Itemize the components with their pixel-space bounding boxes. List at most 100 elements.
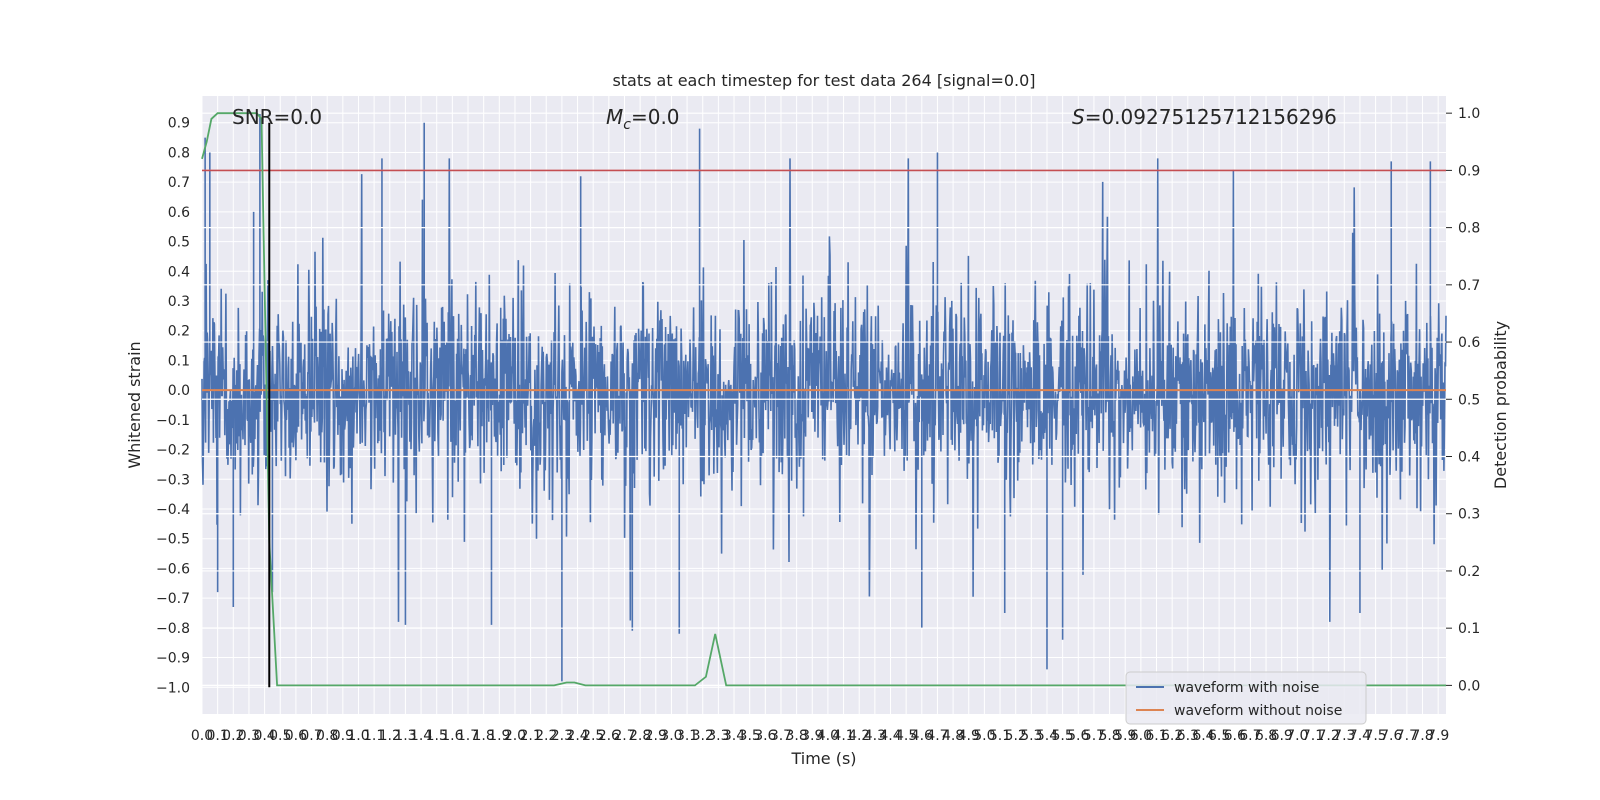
legend-label: waveform with noise <box>1174 680 1319 696</box>
y2-tick-label: 0.3 <box>1458 507 1480 523</box>
x-tick-label: 7.6 <box>1380 728 1402 744</box>
y-tick-label: −0.4 <box>156 502 190 518</box>
x-tick-label: 2.6 <box>598 728 620 744</box>
x-tick-label: 2.7 <box>613 728 635 744</box>
x-tick-label: 3.3 <box>707 728 729 744</box>
x-tick-label: 2.2 <box>535 728 557 744</box>
y-tick-label: 0.3 <box>168 294 190 310</box>
x-tick-label: 6.0 <box>1130 728 1152 744</box>
x-tick-label: 2.3 <box>551 728 573 744</box>
y-tick-label: −0.2 <box>156 443 190 459</box>
legend-box <box>1125 671 1367 725</box>
x-tick-label: 6.6 <box>1224 728 1246 744</box>
x-tick-label: 3.0 <box>660 728 682 744</box>
x-tick-label: 5.5 <box>1051 728 1073 744</box>
x-tick-label: 5.0 <box>973 728 995 744</box>
y2-axis-label: Detection probability <box>1491 321 1510 489</box>
mc-annotation: Mc=0.0 <box>606 105 680 133</box>
x-tick-label: 3.7 <box>770 728 792 744</box>
x-tick-label: 6.4 <box>1192 728 1214 744</box>
chart-title: stats at each timestep for test data 264… <box>612 71 1035 90</box>
detection-probability-line <box>201 112 1446 687</box>
s-symbol: S <box>1072 105 1085 129</box>
x-tick-label: 1.1 <box>363 728 385 744</box>
y-tick-label: −0.9 <box>156 651 190 667</box>
x-tick-label: 0.7 <box>300 728 322 744</box>
y-tick-label: 0.2 <box>168 324 190 340</box>
snr-annotation: SNR=0.0 <box>232 105 322 129</box>
x-tick-label: 1.8 <box>473 728 495 744</box>
s-annotation: S=0.09275125712156296 <box>1072 105 1337 129</box>
x-tick-label: 5.3 <box>1020 728 1042 744</box>
x-tick-label: 7.5 <box>1364 728 1386 744</box>
x-tick-label: 1.7 <box>457 728 479 744</box>
x-tick-label: 6.2 <box>1161 728 1183 744</box>
x-tick-label: 7.9 <box>1427 728 1449 744</box>
x-tick-label: 0.3 <box>238 728 260 744</box>
y2-tick-label: 0.8 <box>1458 221 1480 237</box>
x-tick-label: 2.9 <box>645 728 667 744</box>
y2-tick-label: 0.9 <box>1458 163 1480 179</box>
y-tick-label: −0.8 <box>156 621 190 637</box>
x-tick-label: 2.4 <box>566 728 588 744</box>
x-tick-label: 5.2 <box>1005 728 1027 744</box>
y2-tick-label: 0.6 <box>1458 335 1480 351</box>
y2-tick-label: 0.4 <box>1458 450 1480 466</box>
mc-symbol: M <box>606 105 623 129</box>
x-tick-label: 4.5 <box>895 728 917 744</box>
x-tick-label: 7.8 <box>1411 728 1433 744</box>
x-tick-label: 7.4 <box>1349 728 1371 744</box>
s-value: =0.09275125712156296 <box>1085 105 1337 129</box>
x-tick-label: 3.4 <box>723 728 745 744</box>
x-tick-label: 4.9 <box>958 728 980 744</box>
x-tick-label: 7.3 <box>1333 728 1355 744</box>
y-tick-label: −0.5 <box>156 532 190 548</box>
x-tick-label: 1.9 <box>488 728 510 744</box>
x-tick-label: 6.3 <box>1177 728 1199 744</box>
y-tick-label: 0.0 <box>168 383 190 399</box>
noise-waveform-line <box>201 158 1447 622</box>
x-tick-label: 5.8 <box>1098 728 1120 744</box>
x-tick-label: 3.8 <box>785 728 807 744</box>
y-tick-label: 0.5 <box>168 235 190 251</box>
x-tick-label: 4.8 <box>942 728 964 744</box>
y-tick-label: 0.7 <box>168 175 190 191</box>
mc-subscript: c <box>623 117 631 133</box>
x-tick-label: 3.1 <box>676 728 698 744</box>
x-tick-label: 2.0 <box>504 728 526 744</box>
x-tick-label: 1.5 <box>426 728 448 744</box>
y-tick-label: 0.8 <box>168 145 190 161</box>
y2-tick-label: 0.5 <box>1458 392 1480 408</box>
x-tick-label: 7.7 <box>1396 728 1418 744</box>
x-tick-label: 6.9 <box>1271 728 1293 744</box>
x-tick-label: 6.8 <box>1255 728 1277 744</box>
y-tick-label: −0.7 <box>156 591 190 607</box>
x-tick-label: 4.4 <box>879 728 901 744</box>
y-axis-label: Whitened strain <box>125 341 144 468</box>
x-tick-label: 1.6 <box>441 728 463 744</box>
x-tick-label: 5.1 <box>989 728 1011 744</box>
x-tick-label: 7.2 <box>1318 728 1340 744</box>
x-tick-label: 5.6 <box>1067 728 1089 744</box>
x-tick-label: 4.2 <box>848 728 870 744</box>
x-tick-label: 0.9 <box>332 728 354 744</box>
x-tick-label: 5.7 <box>1083 728 1105 744</box>
y-tick-label: 0.9 <box>168 116 190 132</box>
x-tick-label: 3.2 <box>692 728 714 744</box>
x-tick-label: 2.1 <box>519 728 541 744</box>
y2-tick-label: 0.0 <box>1458 678 1480 694</box>
x-tick-label: 6.1 <box>1145 728 1167 744</box>
x-axis-label: Time (s) <box>790 749 856 768</box>
y-tick-label: 0.6 <box>168 205 190 221</box>
mc-value: =0.0 <box>631 105 680 129</box>
x-tick-label: 1.3 <box>394 728 416 744</box>
x-tick-label: 0.0 <box>191 728 213 744</box>
x-tick-label: 7.0 <box>1286 728 1308 744</box>
y-tick-label: −0.3 <box>156 472 190 488</box>
y-tick-label: 0.1 <box>168 353 190 369</box>
x-tick-label: 6.7 <box>1239 728 1261 744</box>
y2-tick-label: 0.1 <box>1458 621 1480 637</box>
x-tick-label: 4.7 <box>926 728 948 744</box>
x-tick-label: 0.5 <box>269 728 291 744</box>
